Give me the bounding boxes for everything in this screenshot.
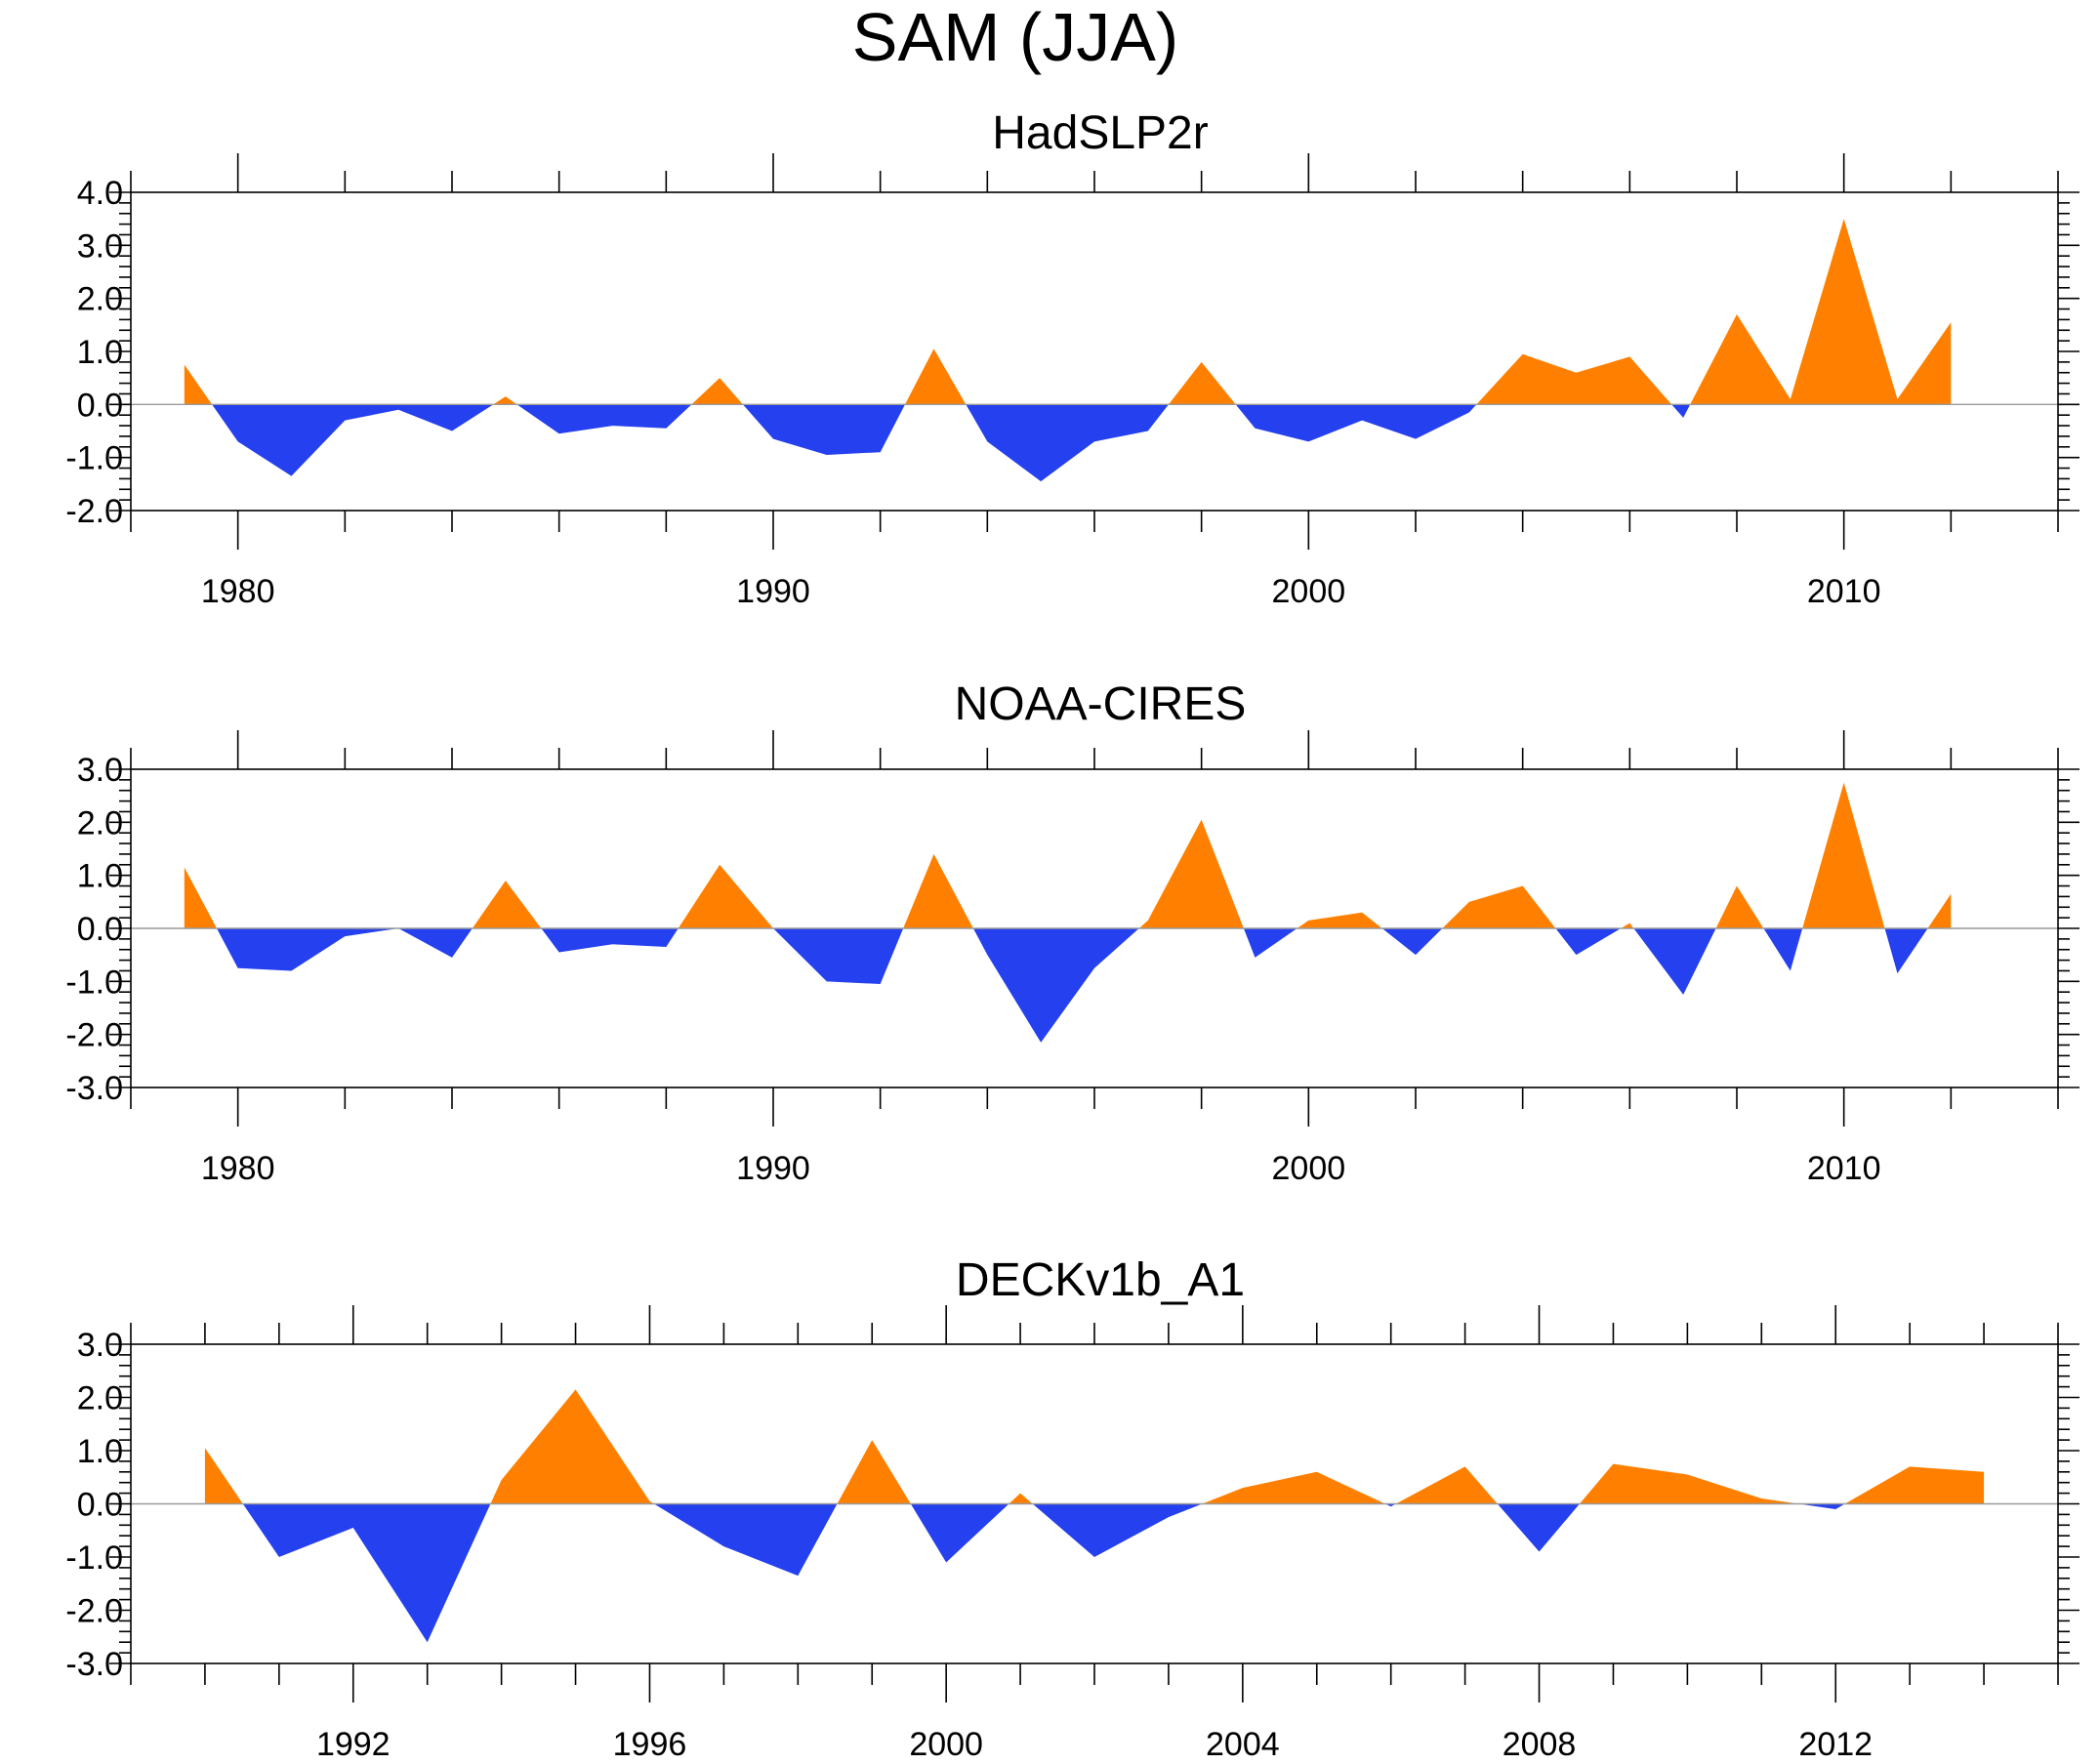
deckv1b-a1-xtick-label: 1992 <box>316 1726 391 1763</box>
hadslp2r-negative-area <box>184 404 1952 482</box>
noaa-cires-xtick-label: 1990 <box>736 1150 810 1187</box>
hadslp2r-ytick-label: -1.0 <box>65 440 123 477</box>
deckv1b-a1-xtick-label: 2008 <box>1503 1726 1577 1763</box>
panel-hadslp2r: HadSLP2r -2.0 -1.0 0.0 1.0 2.0 3.0 4.0 1980 1990 2… <box>65 107 2079 610</box>
deckv1b-a1-ytick-label: 1.0 <box>77 1433 123 1470</box>
hadslp2r-ytick-label: 2.0 <box>77 281 123 318</box>
figure-title: SAM (JJA) <box>852 0 1178 75</box>
deckv1b-a1-ytick-label: 2.0 <box>77 1380 123 1417</box>
deckv1b-a1-positive-area <box>204 1389 1985 1504</box>
panel-deckv1b-a1: DECKv1b_A1 -3.0 -2.0 -1.0 0.0 1.0 2.0 3.0 1992 19… <box>65 1254 2079 1763</box>
hadslp2r-plot-frame <box>130 191 2059 512</box>
noaa-cires-xtick-label: 2000 <box>1272 1150 1346 1187</box>
noaa-cires-ytick-label: 1.0 <box>77 858 123 895</box>
deckv1b-a1-ytick-label: -1.0 <box>65 1539 123 1577</box>
noaa-cires-ytick-label: -2.0 <box>65 1017 123 1054</box>
hadslp2r-xtick-label: 1980 <box>201 573 275 610</box>
hadslp2r-ytick-label: 0.0 <box>77 387 123 424</box>
noaa-cires-ytick-label: 0.0 <box>77 911 123 948</box>
noaa-cires-xtick-label: 1980 <box>201 1150 275 1187</box>
noaa-cires-ytick-label: 3.0 <box>77 752 123 789</box>
hadslp2r-xtick-label: 2010 <box>1807 573 1881 610</box>
hadslp2r-positive-area <box>184 219 1952 405</box>
noaa-cires-positive-area <box>184 782 1952 928</box>
noaa-cires-ytick-label: -1.0 <box>65 964 123 1001</box>
deckv1b-a1-ytick-label: 0.0 <box>77 1487 123 1524</box>
deckv1b-a1-title: DECKv1b_A1 <box>956 1254 1245 1306</box>
hadslp2r-ytick-label: 4.0 <box>77 175 123 212</box>
deckv1b-a1-ytick-label: -2.0 <box>65 1593 123 1630</box>
deckv1b-a1-ytick-label: -3.0 <box>65 1646 123 1683</box>
noaa-cires-ytick-label: 2.0 <box>77 804 123 841</box>
deckv1b-a1-xtick-label: 2000 <box>909 1726 983 1763</box>
hadslp2r-ytick-label: 3.0 <box>77 227 123 265</box>
deckv1b-a1-xtick-label: 2004 <box>1206 1726 1280 1763</box>
noaa-cires-negative-area <box>184 928 1952 1043</box>
deckv1b-a1-negative-area <box>204 1503 1985 1643</box>
deckv1b-a1-ytick-label: 3.0 <box>77 1327 123 1364</box>
hadslp2r-ytick-label: 1.0 <box>77 334 123 371</box>
noaa-cires-title: NOAA-CIRES <box>955 678 1247 730</box>
panel-noaa-cires: NOAA-CIRES -3.0 -2.0 -1.0 0.0 1.0 2.0 3.0 1980 19… <box>65 678 2079 1187</box>
hadslp2r-xtick-label: 2000 <box>1272 573 1346 610</box>
hadslp2r-ytick-label: -2.0 <box>65 493 123 530</box>
hadslp2r-title: HadSLP2r <box>992 107 1208 159</box>
hadslp2r-xtick-label: 1990 <box>736 573 810 610</box>
deckv1b-a1-xtick-label: 2012 <box>1798 1726 1873 1763</box>
noaa-cires-ytick-label: -3.0 <box>65 1070 123 1107</box>
deckv1b-a1-xtick-label: 1996 <box>613 1726 687 1763</box>
noaa-cires-xtick-label: 2010 <box>1807 1150 1881 1187</box>
